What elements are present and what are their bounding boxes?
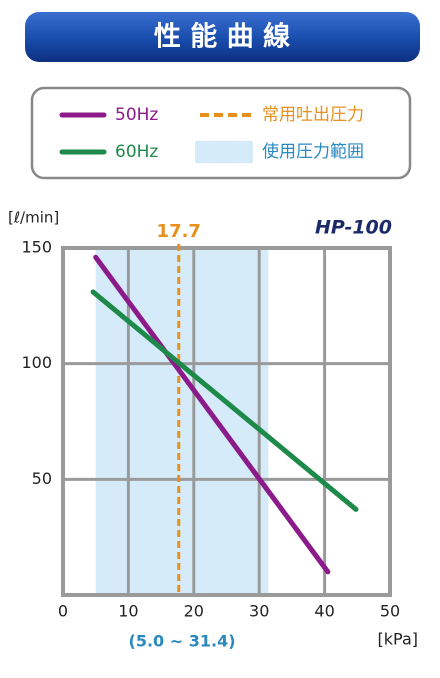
operating-pressure-label: 17.7 (157, 221, 201, 242)
x-tick-label: 20 (184, 602, 204, 621)
x-tick-label: 50 (380, 602, 400, 621)
series-line (93, 254, 331, 575)
y-tick-label: 50 (32, 469, 52, 488)
x-tick-label: 0 (58, 602, 68, 621)
x-tick-label: 10 (118, 602, 138, 621)
x-axis-label: [kPa] (378, 630, 418, 649)
operating-range-label: (5.0 ~ 31.4) (129, 632, 236, 651)
series-line (90, 289, 359, 512)
legend-label: 60Hz (115, 142, 158, 162)
plot-marks (90, 244, 359, 595)
plot-frame (61, 246, 392, 597)
legend-swatch (195, 141, 253, 163)
title-banner (25, 12, 420, 62)
title: 性 能 曲 線 (154, 21, 290, 53)
y-axis-label: [ℓ/min] (8, 209, 59, 227)
x-tick-label: 30 (249, 602, 269, 621)
legend-box (30, 86, 412, 180)
legend-label: 常用吐出圧力 (262, 105, 364, 125)
legend-label: 使用圧力範囲 (262, 141, 364, 162)
y-tick-label: 150 (21, 238, 52, 257)
model-name: HP-100 (315, 217, 392, 239)
x-tick-label: 40 (314, 602, 334, 621)
plot-background (95, 248, 269, 595)
operating-range (95, 248, 269, 595)
y-tick-label: 100 (21, 353, 52, 372)
legend-label: 50Hz (115, 105, 158, 125)
